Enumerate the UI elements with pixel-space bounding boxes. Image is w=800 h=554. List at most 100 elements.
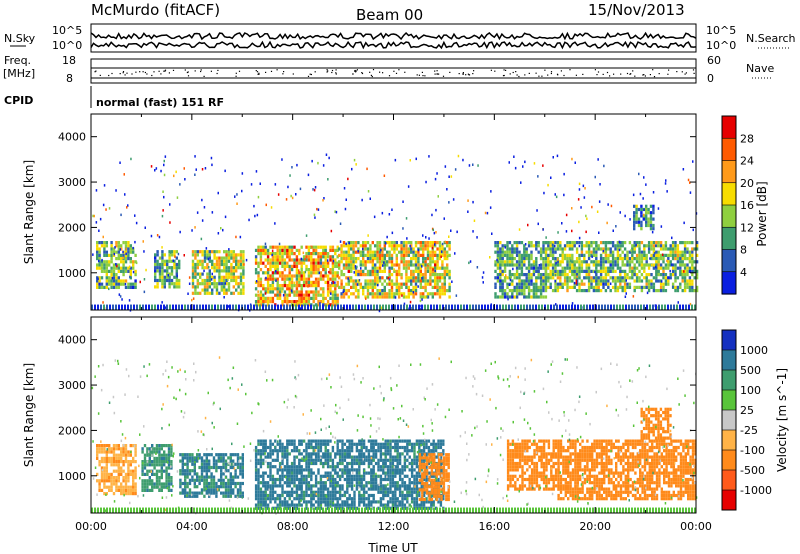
echo-cell (597, 279, 600, 283)
echo-cell (544, 276, 548, 280)
echo-cell (235, 256, 238, 260)
echo-cell (307, 245, 311, 249)
echo-cell (508, 241, 512, 245)
echo-cell (503, 276, 507, 280)
echo-cell (410, 250, 413, 254)
echo-cell (367, 497, 371, 501)
echo-cell (681, 263, 684, 267)
echo-cell (341, 439, 344, 443)
ground-scatter-cell (469, 304, 471, 310)
echo-cell (122, 269, 125, 273)
echo-cell (518, 263, 521, 267)
echo-cell (523, 260, 526, 264)
echo-cell (288, 258, 291, 262)
echo-cell (496, 253, 500, 257)
echo-cell (338, 266, 341, 270)
echo-cell (395, 263, 398, 267)
echo-cell (215, 491, 218, 495)
echo-cell (343, 503, 347, 507)
echo-cell (302, 493, 306, 498)
echo-cell (281, 271, 284, 275)
echo-cell (623, 263, 627, 267)
echo-cell (314, 258, 318, 262)
echo-cell (146, 485, 149, 489)
echo-cell (583, 260, 586, 264)
echo-cell (283, 248, 287, 252)
echo-cell (607, 253, 610, 257)
echo-cell (515, 250, 519, 254)
ground-scatter-cell (106, 304, 108, 310)
echo-cell (369, 257, 372, 261)
scatter-cell (655, 244, 657, 247)
echo-cell (345, 257, 348, 261)
echo-cell (281, 487, 284, 491)
echo-cell (590, 269, 593, 273)
echo-cell (664, 266, 668, 270)
freq-dot (326, 69, 328, 71)
echo-cell (503, 289, 507, 293)
echo-cell (362, 490, 366, 494)
echo-cell (222, 485, 225, 489)
echo-cell (278, 274, 282, 278)
echo-cell (422, 285, 425, 289)
echo-cell (262, 261, 265, 265)
scatter-cell (574, 161, 576, 164)
echo-cell (662, 273, 665, 277)
scatter-cell (385, 242, 387, 245)
echo-cell (326, 277, 330, 281)
echo-cell (587, 263, 591, 267)
echo-cell (206, 253, 209, 257)
freq-dot (382, 72, 384, 74)
scatter-cell (172, 259, 174, 262)
echo-cell (597, 289, 600, 293)
freq-dot (503, 74, 505, 77)
echo-cell (229, 465, 232, 470)
echo-cell (120, 466, 123, 470)
echo-cell (124, 476, 128, 480)
echo-cell (336, 500, 339, 504)
echo-cell (503, 295, 507, 299)
echo-cell (210, 491, 213, 495)
echo-cell (657, 260, 660, 264)
echo-cell (657, 263, 660, 267)
echo-cell (671, 253, 675, 257)
echo-cell (155, 463, 159, 467)
echo-cell (259, 290, 263, 294)
echo-cell (688, 257, 692, 261)
echo-cell (376, 253, 379, 257)
echo-cell (281, 255, 284, 259)
echo-cell (547, 244, 550, 248)
echo-cell (242, 266, 245, 270)
echo-cell (262, 484, 265, 488)
echo-cell (362, 461, 366, 466)
echo-cell (446, 266, 449, 270)
freq-dot (643, 74, 645, 76)
echo-cell (609, 276, 612, 280)
noise-tick-left-top: 10^5 (52, 24, 82, 37)
echo-cell (643, 244, 646, 248)
echo-cell (508, 276, 512, 280)
echo-cell (302, 500, 306, 504)
echo-cell (322, 296, 325, 300)
echo-cell (357, 247, 360, 251)
scatter-cell (514, 166, 517, 170)
echo-cell (283, 490, 287, 494)
echo-cell (225, 291, 228, 295)
echo-cell (155, 479, 159, 483)
scatter-cell (508, 161, 510, 164)
scatter-cell (270, 206, 273, 209)
echo-cell (298, 500, 301, 504)
echo-cell (551, 273, 555, 277)
echo-cell (206, 272, 209, 276)
scatter-cell (348, 241, 351, 245)
echo-cell (602, 276, 605, 280)
echo-cell (390, 279, 394, 283)
echo-cell (232, 250, 235, 254)
echo-cell (208, 272, 211, 276)
echo-cell (191, 272, 195, 276)
echo-cell (400, 257, 403, 261)
echo-cell (631, 266, 634, 270)
echo-cell (637, 223, 641, 228)
scatter-cell (372, 259, 374, 262)
echo-cell (310, 455, 313, 459)
